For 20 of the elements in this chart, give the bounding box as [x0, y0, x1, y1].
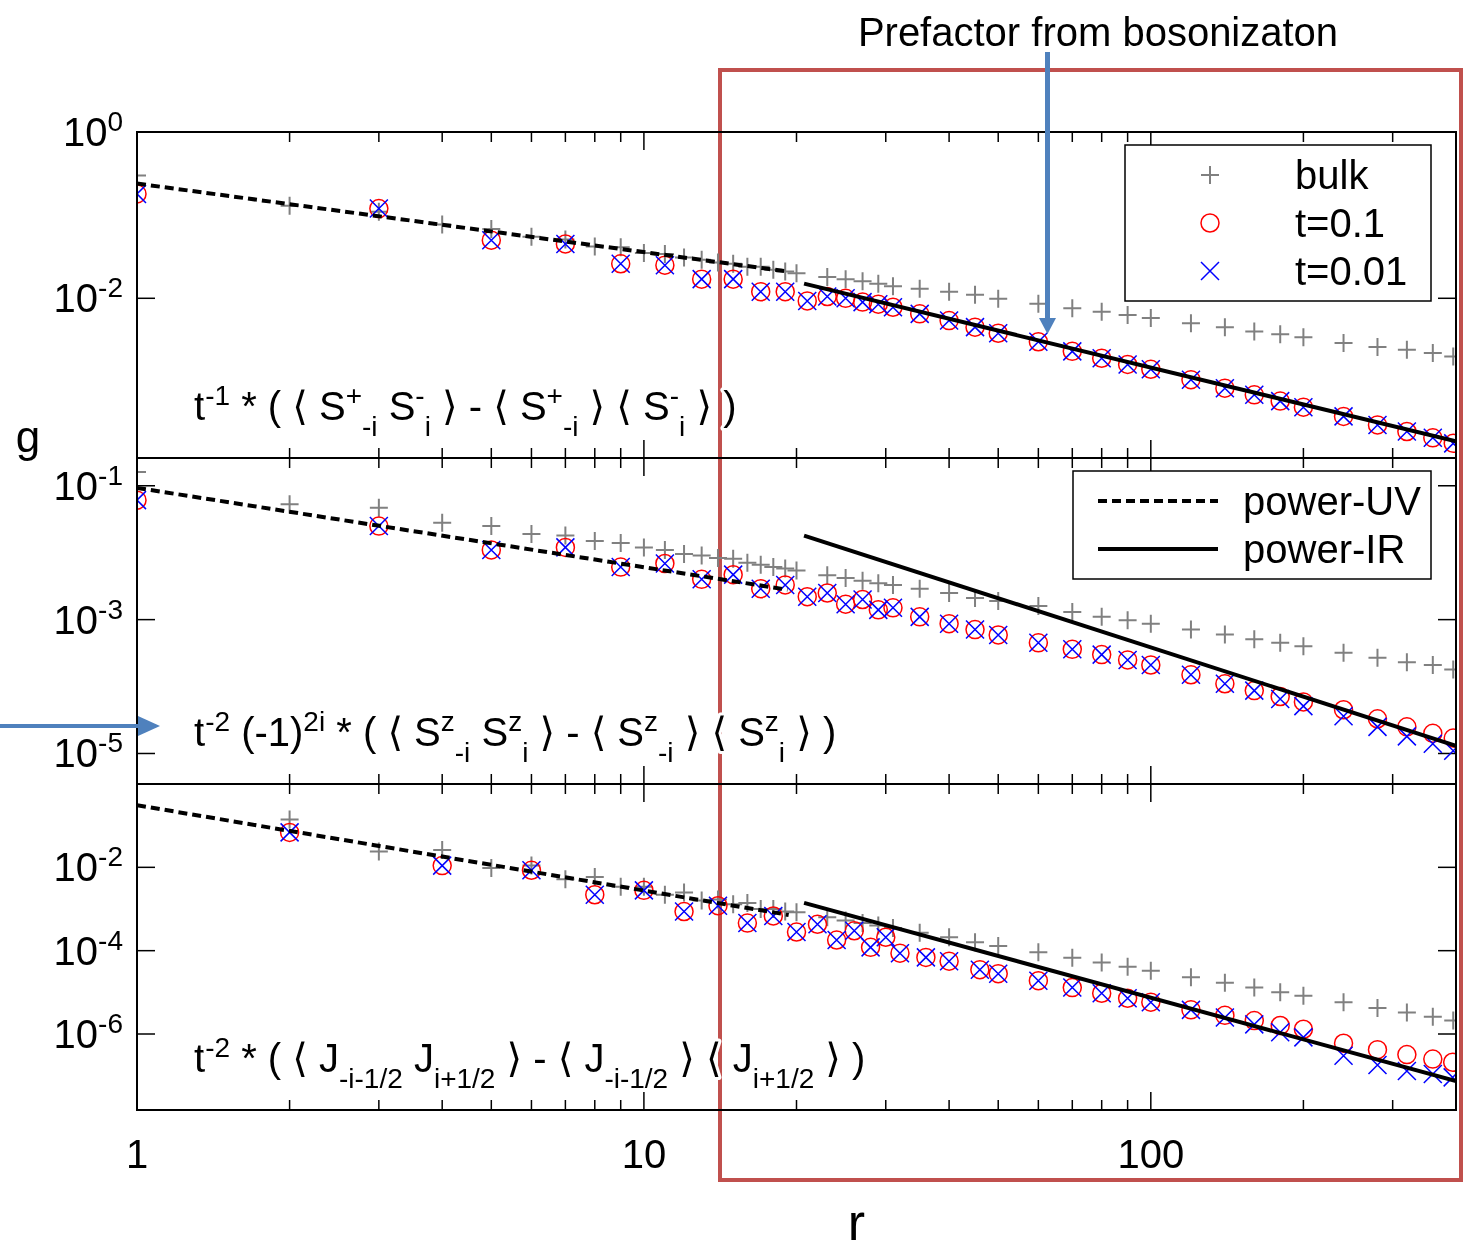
y-tick-label: 10$^{-2}$	[53, 840, 123, 890]
legend-label: power-UV	[1243, 479, 1422, 523]
x-tick-label: 100	[1117, 1132, 1185, 1176]
y-tick-label: 10$^{0}$	[62, 105, 123, 154]
text: Prefactor from bosonizaton	[857, 10, 1339, 54]
y-tick-label: 10$^{-3}$	[53, 593, 123, 642]
y-tick-label: 10$^{-1}$	[53, 459, 123, 508]
legend-label: power-IR	[1243, 527, 1406, 571]
y-tick-label: 10$^{-2}$	[53, 271, 123, 321]
x-tick-label: 1	[125, 1132, 149, 1176]
y-tick-label: 10$^{-5}$	[53, 726, 123, 776]
legend-label: t=0.01	[1295, 249, 1408, 293]
x-tick-label: 10	[621, 1132, 667, 1176]
legend-label: t=0.1	[1295, 201, 1386, 245]
x-axis-title: r	[847, 1193, 866, 1245]
y-tick-label: 10$^{-4}$	[53, 924, 123, 973]
text: t$^{-1}$ * ( ⟨ S$^{+}$$_{-i}$ S$^{-}$$_{i}$ ⟩ - ⟨ S$^{+}$$_{-i}$ ⟩ ⟨ S$^{-}$$_{i}$ ⟩ )	[194, 379, 737, 442]
y-axis-title: g	[15, 412, 41, 461]
legend-label: bulk	[1295, 153, 1370, 197]
y-tick-label: 10$^{-6}$	[53, 1007, 123, 1056]
